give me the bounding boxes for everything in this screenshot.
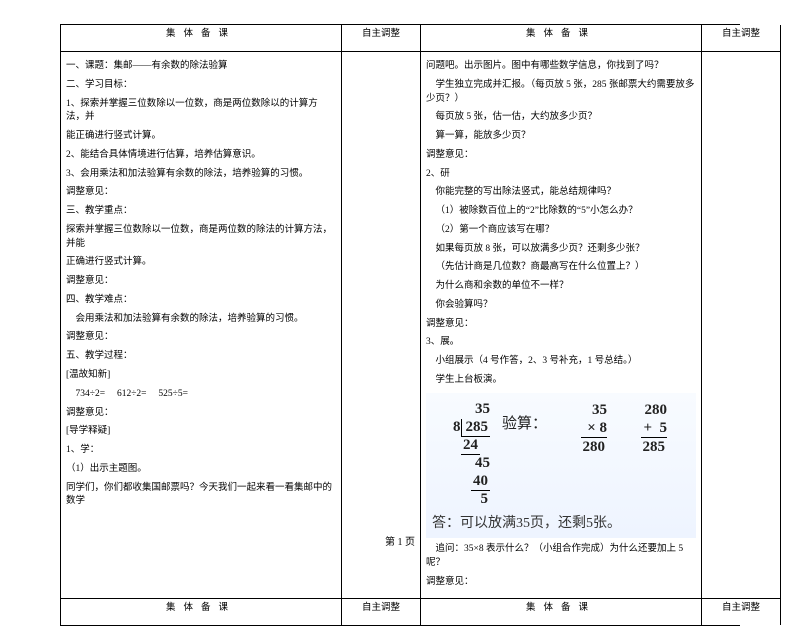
step3: 40 — [471, 473, 490, 491]
c2a: 280 — [621, 401, 667, 419]
obj2: 2、能结合具体情境进行估算，培养估算意识。 — [66, 149, 336, 163]
right-adj-col — [702, 52, 781, 599]
check-label: 验算： — [502, 401, 547, 433]
adj1: 调整意见： — [66, 186, 336, 200]
header-group-left: 集体备课 — [61, 25, 342, 52]
c2b: + 5 — [621, 419, 667, 437]
left-content: 一、课题：集邮——有余数的除法验算 二、学习目标： 1、探索并掌握三位数除以一位… — [61, 52, 342, 599]
quotient: 35 — [475, 401, 490, 418]
footer-row: 集体备课 自主调整 集体备课 自主调整 — [61, 598, 781, 625]
key-head: 三、教学重点： — [66, 205, 336, 219]
footer-group-left: 集体备课 — [61, 598, 342, 625]
adj3: 调整意见： — [66, 331, 336, 345]
math-box: 35 8285 24 45 40 5 验算： 35 — [426, 393, 696, 539]
r4: 算一算，能放多少页？ — [426, 130, 696, 144]
r7: （1）被除数百位上的“2”比除数的“5”小怎么办？ — [426, 205, 696, 219]
footer-adj-right: 自主调整 — [702, 598, 781, 625]
obj-head: 二、学习目标： — [66, 79, 336, 93]
learn-head: 1、学： — [66, 444, 336, 458]
header-row: 集体备课 自主调整 集体备课 自主调整 — [61, 25, 781, 52]
c2c: 285 — [641, 437, 668, 456]
obj1a: 1、探索并掌握三位数除以一位数，商是两位数除以的计算方法，并 — [66, 98, 336, 126]
diff1: 会用乘法和加法验算有余数的除法，培养验算的习惯。 — [66, 313, 336, 327]
key2: 正确进行竖式计算。 — [66, 256, 336, 270]
topic: 一、课题：集邮——有余数的除法验算 — [66, 60, 336, 74]
dividend: 285 — [461, 419, 491, 437]
r12: 你会验算吗？ — [426, 299, 696, 313]
r9: 如果每页放 8 张，可以放满多少页？还剩多少张？ — [426, 243, 696, 257]
footer-group-right: 集体备课 — [421, 598, 702, 625]
r10: （先估计商是几位数？商最高写在什么位置上？） — [426, 261, 696, 275]
diff-head: 四、教学难点： — [66, 294, 336, 308]
page-number: 第 1 页 — [0, 533, 800, 548]
r11: 为什么商和余数的单位不一样？ — [426, 280, 696, 294]
c1a: 35 — [561, 401, 607, 419]
left-adj-col — [342, 52, 421, 599]
step2: 45 — [432, 455, 490, 472]
adj6: 调整意见： — [426, 318, 696, 332]
right-content: 问题吧。出示图片。图中有哪些数学信息，你找到了吗？ 学生独立完成并汇报。（每页放… — [421, 52, 702, 599]
adj4: 调整意见： — [66, 407, 336, 421]
r5: 2、研 — [426, 168, 696, 182]
guide-head: [导学释疑] — [66, 425, 336, 439]
step1: 24 — [461, 437, 480, 455]
warm-head: [温故知新] — [66, 369, 336, 383]
answer-line: 答：可以放满35页，还剩5张。 — [432, 514, 690, 534]
c1b: × 8 — [561, 419, 607, 437]
header-adj-left: 自主调整 — [342, 25, 421, 52]
r13: 3、展。 — [426, 336, 696, 350]
long-division: 35 8285 24 45 40 5 — [432, 401, 490, 508]
r14: 小组展示（4 号作答，2、3 号补充，1 号总结。） — [426, 355, 696, 369]
c1c: 280 — [581, 437, 608, 456]
adj7: 调整意见： — [426, 576, 696, 590]
check-calc: 验算： 35 × 8 280 280 + 5 285 — [502, 401, 667, 456]
r8: （2）第一个商应该写在哪？ — [426, 224, 696, 238]
adj5: 调整意见： — [426, 149, 696, 163]
header-adj-right: 自主调整 — [702, 25, 781, 52]
r3: 每页放 5 张，估一估，大约放多少页？ — [426, 111, 696, 125]
learn2: 同学们，你们都收集国邮票吗？今天我们一起来看一看集邮中的数学 — [66, 482, 336, 510]
obj3: 3、会用乘法和加法验算有余数的除法，培养验算的习惯。 — [66, 168, 336, 182]
proc-head: 五、教学过程： — [66, 350, 336, 364]
r1: 问题吧。出示图片。图中有哪些数学信息，你找到了吗？ — [426, 60, 696, 74]
body-row: 一、课题：集邮——有余数的除法验算 二、学习目标： 1、探索并掌握三位数除以一位… — [61, 52, 781, 599]
warm-ex: 734÷2= 612÷2= 525÷5= — [66, 388, 336, 402]
obj1b: 能正确进行竖式计算。 — [66, 130, 336, 144]
r15: 学生上台板演。 — [426, 374, 696, 388]
footer-adj-left: 自主调整 — [342, 598, 421, 625]
r2: 学生独立完成并汇报。（每页放 5 张，285 张邮票大约需要放多少页？） — [426, 79, 696, 107]
r6: 你能完整的写出除法竖式，能总结规律吗？ — [426, 186, 696, 200]
step4: 5 — [432, 491, 490, 508]
header-group-right: 集体备课 — [421, 25, 702, 52]
learn1: （1）出示主题图。 — [66, 463, 336, 477]
key1: 探索并掌握三位数除以一位数，商是两位数的除法的计算方法，并能 — [66, 224, 336, 252]
adj2: 调整意见： — [66, 275, 336, 289]
divisor: 8 — [453, 419, 461, 435]
